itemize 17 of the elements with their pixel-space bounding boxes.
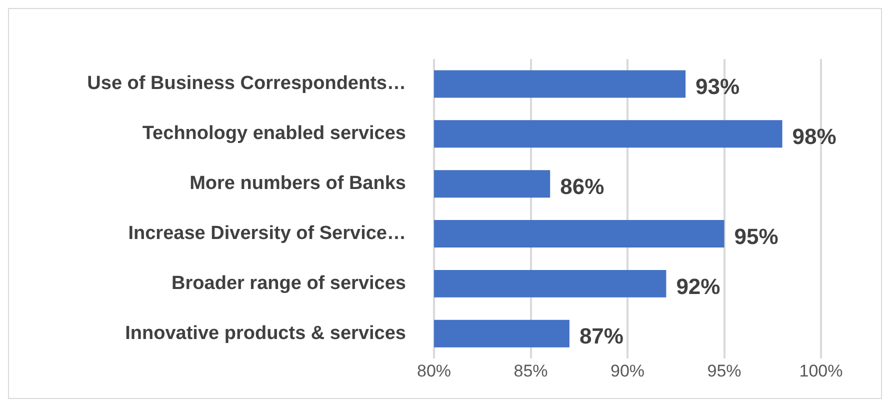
data-label: 87% [579,324,624,349]
y-tick-label: Technology enabled services [142,123,406,144]
data-label: 93% [696,74,740,100]
x-tick-label: 85% [514,361,548,380]
y-tick-label: Innovative products & services [125,322,406,344]
data-label: 98% [792,124,836,149]
y-tick-label: Use of Business Correspondents… [87,73,406,94]
x-tick-label: 95% [707,361,742,380]
y-tick-label: More numbers of Banks [190,173,406,194]
y-tick-label: Increase Diversity of Service… [128,223,406,244]
x-tick-label: 80% [416,361,452,380]
x-tick-label: 100% [799,361,843,380]
data-label: 92% [676,274,720,299]
data-label: 86% [560,174,604,199]
y-tick-label: Broader range of services [172,272,406,294]
x-tick-label: 90% [610,361,645,380]
data-label: 95% [734,224,778,249]
